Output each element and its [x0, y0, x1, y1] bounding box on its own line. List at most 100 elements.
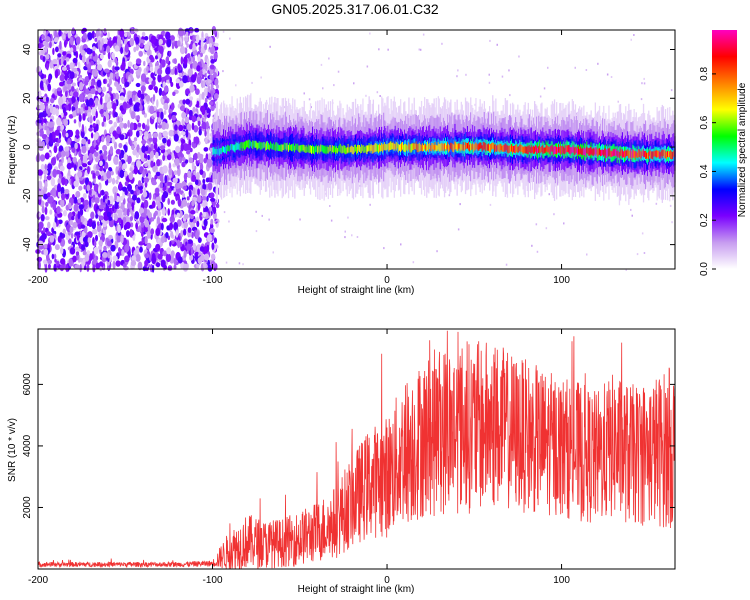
- noise-blob: [92, 264, 96, 273]
- noise-blob: [113, 111, 118, 118]
- noise-blob: [207, 92, 212, 98]
- noise-blob: [38, 42, 43, 49]
- band-column: [511, 144, 513, 152]
- noise-blob: [93, 139, 97, 147]
- noise-blob: [157, 124, 162, 129]
- band-column: [283, 142, 285, 151]
- noise-speck: [505, 263, 508, 266]
- noise-blob: [155, 243, 161, 251]
- band-column: [327, 146, 329, 154]
- noise-blob: [159, 145, 166, 150]
- band-column: [338, 145, 340, 152]
- noise-blob: [177, 63, 181, 71]
- band-column: [217, 145, 220, 155]
- noise-blob: [187, 68, 193, 77]
- noise-blob: [174, 124, 178, 131]
- band-column: [451, 142, 453, 151]
- noise-blob: [144, 219, 149, 228]
- noise-blob: [115, 148, 122, 155]
- noise-blob: [167, 208, 170, 216]
- noise-blob: [162, 95, 168, 100]
- band-column: [484, 143, 487, 152]
- noise-blob: [57, 151, 62, 158]
- noise-blob: [89, 253, 93, 261]
- noise-blob: [99, 108, 104, 115]
- noise-blob: [176, 219, 182, 227]
- noise-blob: [165, 31, 171, 40]
- noise-blob: [74, 196, 78, 204]
- band-column: [404, 143, 406, 152]
- noise-blob: [79, 236, 85, 244]
- band-column: [278, 144, 280, 152]
- band-column: [584, 148, 586, 155]
- noise-blob: [124, 244, 130, 253]
- noise-speck: [670, 89, 673, 92]
- noise-blob: [197, 152, 200, 158]
- noise-blob: [61, 192, 66, 201]
- noise-speck: [260, 76, 262, 79]
- noise-blob: [163, 110, 167, 115]
- noise-blob: [72, 221, 78, 229]
- noise-blob: [193, 170, 197, 176]
- band-column: [453, 144, 455, 153]
- noise-blob: [153, 112, 157, 118]
- noise-blob: [192, 187, 196, 196]
- band-column: [277, 143, 279, 151]
- noise-blob: [114, 202, 119, 210]
- noise-blob: [141, 231, 144, 237]
- band-column: [418, 142, 421, 152]
- band-column: [214, 148, 216, 157]
- noise-blob: [77, 170, 83, 178]
- noise-blob: [159, 64, 163, 70]
- noise-blob: [44, 163, 47, 171]
- band-column: [237, 141, 239, 150]
- noise-speck: [536, 250, 539, 253]
- band-column: [267, 141, 269, 150]
- noise-blob: [151, 80, 156, 87]
- noise-blob: [132, 149, 138, 156]
- noise-blob: [135, 70, 141, 76]
- noise-blob: [203, 218, 208, 227]
- noise-blob: [136, 130, 140, 138]
- band-column: [435, 144, 437, 152]
- band-column: [246, 140, 248, 148]
- noise-blob: [81, 138, 87, 145]
- noise-blob: [132, 194, 137, 201]
- band-column: [304, 146, 306, 153]
- band-column: [517, 146, 519, 153]
- noise-blob: [133, 137, 138, 142]
- band-column: [598, 148, 601, 155]
- band-column: [362, 145, 364, 152]
- band-column: [543, 147, 545, 154]
- band-column: [519, 144, 521, 152]
- noise-blob: [141, 145, 146, 154]
- noise-blob: [41, 205, 45, 214]
- noise-blob: [41, 232, 47, 240]
- noise-blob: [69, 71, 75, 80]
- noise-blob: [108, 78, 113, 86]
- noise-blob: [153, 142, 158, 151]
- noise-blob: [64, 146, 70, 152]
- noise-blob: [49, 41, 52, 49]
- band-column: [371, 145, 373, 154]
- noise-blob: [78, 114, 82, 122]
- noise-blob: [48, 121, 54, 128]
- noise-speck: [669, 204, 672, 207]
- noise-blob: [105, 135, 111, 144]
- noise-blob: [43, 244, 49, 248]
- noise-blob: [95, 156, 100, 163]
- noise-blob: [77, 198, 81, 204]
- band-column: [305, 145, 307, 153]
- noise-speck: [387, 48, 389, 51]
- noise-blob: [132, 234, 136, 242]
- noise-blob: [161, 121, 167, 130]
- noise-blob: [43, 118, 47, 124]
- band-column: [423, 145, 425, 151]
- band-column: [230, 144, 232, 151]
- noise-blob: [213, 93, 219, 100]
- noise-blob: [140, 222, 145, 228]
- band-column: [486, 144, 489, 151]
- band-column: [300, 144, 302, 151]
- noise-blob: [208, 37, 213, 46]
